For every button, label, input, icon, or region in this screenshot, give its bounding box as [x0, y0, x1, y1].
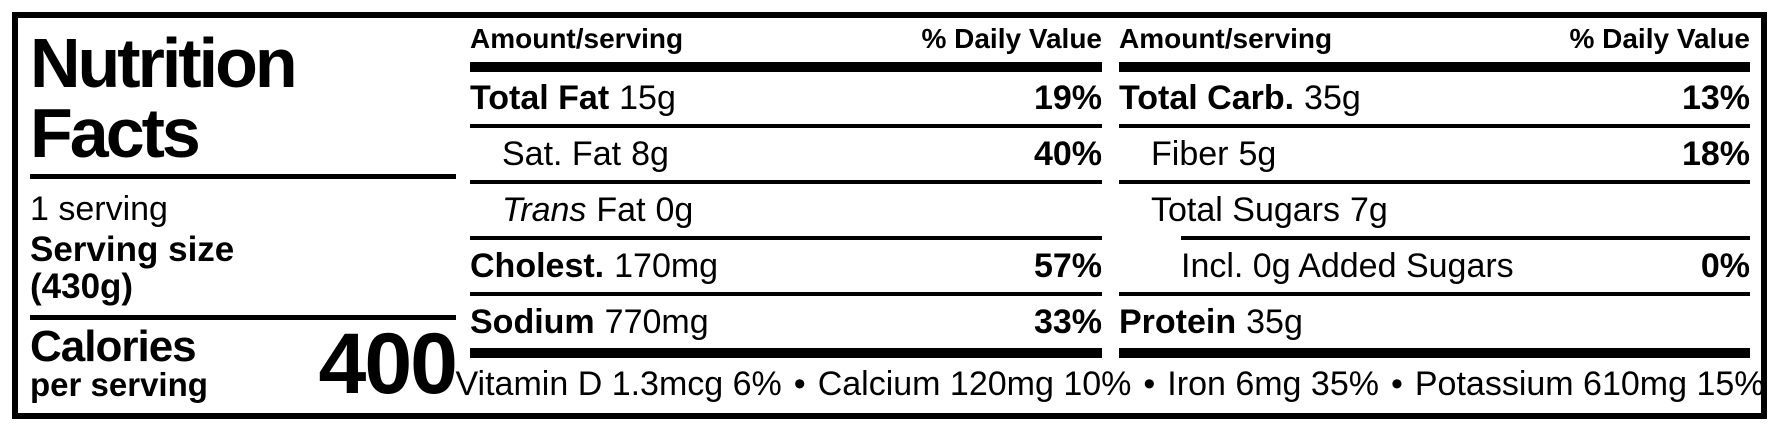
nutrient-row-added-sugars: Incl. 0g Added Sugars 0%	[1181, 246, 1750, 285]
nutrient-row-total-sugars: Total Sugars 7g	[1151, 190, 1388, 229]
divider	[30, 315, 456, 320]
divider	[470, 236, 1102, 240]
daily-value-header: % Daily Value	[1569, 23, 1750, 54]
serving-size-value: (430g)	[30, 267, 134, 306]
amount-per-serving-header: Amount/serving	[1119, 23, 1333, 54]
nutrient-row-fiber: Fiber 5g 18%	[1151, 134, 1750, 173]
divider	[470, 292, 1102, 296]
bullet-separator: •	[793, 364, 806, 403]
nutrient-row-total-fat: Total Fat 15g 19%	[470, 78, 1102, 117]
nutrition-facts-label: Nutrition Facts 1 serving Serving size (…	[12, 12, 1767, 419]
thick-divider	[470, 62, 1102, 72]
column-header: Amount/serving % Daily Value	[1119, 18, 1750, 62]
nutrient-row-sodium: Sodium 770mg 33%	[470, 302, 1102, 341]
amount-per-serving-header: Amount/serving	[470, 23, 684, 54]
vitamin-d-value: Vitamin D 1.3mcg 6%	[455, 364, 782, 403]
divider	[1119, 180, 1750, 184]
calories-sublabel: per serving	[30, 366, 208, 403]
divider-indented	[1181, 236, 1750, 240]
iron-value: Iron 6mg 35%	[1167, 364, 1379, 403]
bullet-separator: •	[1143, 364, 1156, 403]
calories-row: Calories per serving 400	[30, 316, 458, 412]
divider	[1119, 292, 1750, 296]
column-header: Amount/serving % Daily Value	[470, 18, 1102, 62]
nutrient-column-right: Amount/serving % Daily Value Total Carb.…	[1119, 18, 1750, 358]
serving-size-label: Serving size	[30, 230, 235, 269]
thick-divider	[1119, 62, 1750, 72]
calories-value: 400	[318, 316, 458, 412]
divider	[470, 180, 1102, 184]
nutrient-row-protein: Protein 35g	[1119, 302, 1303, 341]
calories-label: Calories	[30, 322, 197, 371]
label-title: Nutrition Facts	[30, 24, 298, 172]
potassium-value: Potassium 610mg 15%	[1414, 364, 1765, 403]
calories-label-block: Calories per serving	[30, 322, 208, 403]
nutrient-row-cholesterol: Cholest. 170mg 57%	[470, 246, 1102, 285]
nutrient-row-total-carb: Total Carb. 35g 13%	[1119, 78, 1750, 117]
thick-divider	[470, 348, 1102, 358]
label-left-panel: Nutrition Facts 1 serving Serving size (…	[30, 24, 458, 412]
nutrient-row-trans-fat: Trans Fat 0g	[502, 190, 694, 229]
nutrient-row-sat-fat: Sat. Fat 8g 40%	[502, 134, 1102, 173]
daily-value-header: % Daily Value	[921, 23, 1102, 54]
thick-divider	[1119, 348, 1750, 358]
divider	[1119, 124, 1750, 128]
divider	[470, 124, 1102, 128]
micronutrients-row: Vitamin D 1.3mcg 6% • Calcium 120mg 10% …	[455, 360, 1764, 408]
nutrient-column-left: Amount/serving % Daily Value Total Fat 1…	[470, 18, 1102, 358]
calcium-value: Calcium 120mg 10%	[817, 364, 1132, 403]
bullet-separator: •	[1390, 364, 1403, 403]
servings-per-container: 1 serving	[30, 190, 168, 228]
divider	[30, 174, 456, 179]
